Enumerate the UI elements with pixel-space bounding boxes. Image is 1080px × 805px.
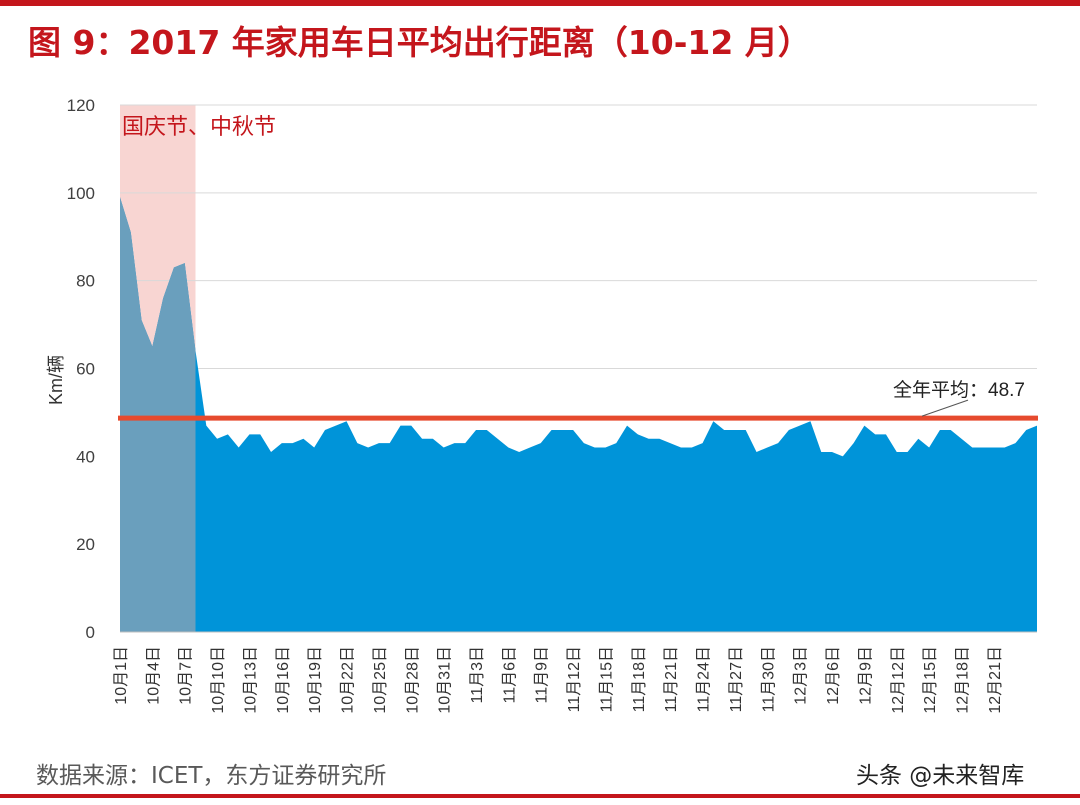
data-source: 数据来源：ICET，东方证券研究所 <box>36 763 387 789</box>
x-tick-label: 11月18日 <box>631 646 648 712</box>
x-tick-label: 11月6日 <box>501 646 518 704</box>
x-tick-label: 11月27日 <box>728 646 745 712</box>
x-tick-label: 10月7日 <box>178 646 195 705</box>
average-label-leader <box>921 399 969 417</box>
x-tick-label: 12月9日 <box>857 646 874 705</box>
average-label: 全年平均：48.7 <box>893 379 1025 401</box>
y-tick-label: 40 <box>76 447 95 466</box>
holiday-series-area <box>120 197 196 632</box>
x-tick-label: 10月19日 <box>307 646 324 714</box>
x-tick-label: 10月10日 <box>210 646 227 714</box>
y-tick-label: 60 <box>76 360 95 379</box>
y-tick-label: 80 <box>76 272 95 291</box>
x-tick-label: 11月21日 <box>663 646 680 712</box>
y-tick-label: 100 <box>67 184 95 203</box>
x-tick-label: 10月28日 <box>404 646 421 714</box>
x-tick-label: 10月4日 <box>145 646 162 705</box>
chart-title: 图 9：2017 年家用车日平均出行距离（10-12 月） <box>28 23 811 62</box>
x-tick-label: 12月21日 <box>987 646 1004 714</box>
y-tick-label: 120 <box>67 96 95 115</box>
x-tick-label: 12月6日 <box>825 646 842 705</box>
x-tick-label: 12月18日 <box>954 646 971 714</box>
x-tick-label: 11月15日 <box>598 646 615 712</box>
watermark: 头条 @未来智库 <box>856 763 1025 789</box>
x-tick-label: 12月12日 <box>890 646 907 714</box>
x-tick-label: 11月9日 <box>534 646 551 704</box>
x-tick-label: 10月22日 <box>340 646 357 714</box>
x-tick-label: 11月3日 <box>469 646 486 704</box>
bottom-rule <box>0 794 1080 798</box>
y-tick-label: 20 <box>76 535 95 554</box>
x-tick-label: 10月25日 <box>372 646 389 714</box>
x-tick-label: 12月3日 <box>793 646 810 705</box>
series-area <box>120 197 1037 633</box>
y-axis-label: Km/辆 <box>46 355 66 405</box>
x-tick-label: 11月30日 <box>760 646 777 712</box>
x-tick-label: 12月15日 <box>922 646 939 714</box>
holiday-label: 国庆节、中秋节 <box>122 114 276 139</box>
x-tick-label: 10月31日 <box>437 646 454 714</box>
y-tick-label: 0 <box>86 623 95 642</box>
x-tick-label: 10月13日 <box>242 646 259 714</box>
x-tick-label: 11月12日 <box>566 646 583 712</box>
x-tick-label: 10月1日 <box>113 646 130 705</box>
x-tick-label: 10月16日 <box>275 646 292 714</box>
top-rule <box>0 0 1080 6</box>
x-tick-label: 11月24日 <box>696 646 713 712</box>
